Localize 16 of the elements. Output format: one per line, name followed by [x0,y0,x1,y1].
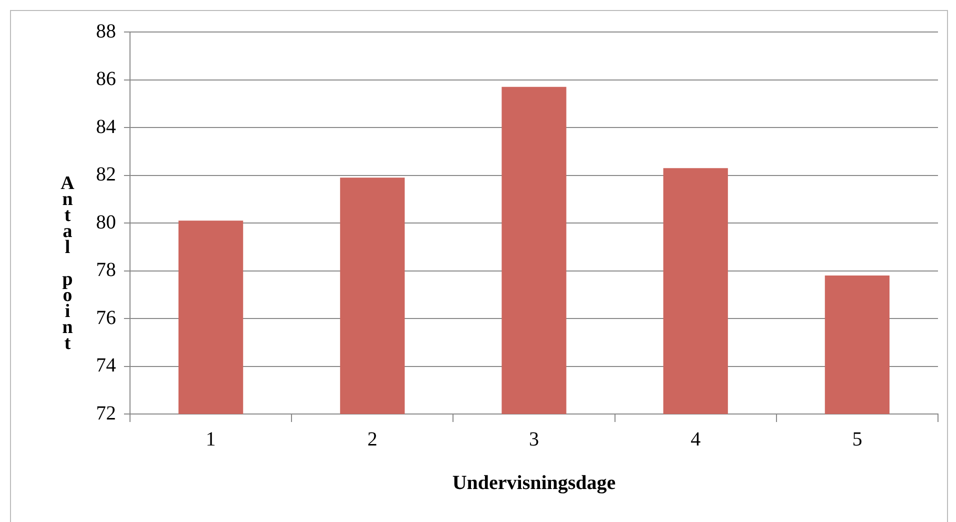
y-tick-label: 74 [96,354,116,376]
y-tick-label: 86 [96,68,116,90]
y-tick-label: 78 [96,259,116,281]
y-axis-title: Antal point [56,173,78,349]
x-tick-label: 5 [852,428,862,450]
x-axis-title: Undervisningsdage [452,472,616,494]
x-tick-label: 2 [367,428,378,450]
y-tick-label: 84 [96,116,116,138]
y-tick-label: 80 [96,211,116,234]
x-tick-label: 1 [206,428,216,450]
y-tick-label: 82 [96,164,116,186]
x-tick-label: 4 [690,428,701,450]
y-tick-label: 72 [96,402,116,424]
y-tick-label: 88 [96,20,116,42]
x-tick-label: 3 [529,428,539,450]
y-tick-label: 76 [96,306,116,329]
